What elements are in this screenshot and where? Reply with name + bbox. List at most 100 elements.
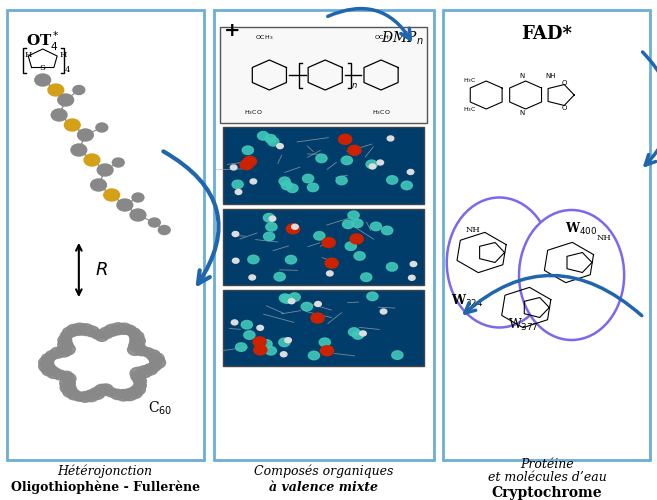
Circle shape bbox=[143, 364, 158, 375]
Circle shape bbox=[78, 392, 92, 402]
Circle shape bbox=[130, 209, 146, 221]
Circle shape bbox=[231, 165, 237, 170]
Circle shape bbox=[315, 302, 321, 306]
Circle shape bbox=[89, 388, 105, 400]
Text: Composés organiques: Composés organiques bbox=[254, 465, 394, 478]
Circle shape bbox=[60, 343, 75, 355]
Circle shape bbox=[71, 144, 87, 156]
Circle shape bbox=[319, 338, 330, 346]
Circle shape bbox=[233, 258, 239, 263]
Circle shape bbox=[258, 132, 269, 140]
Circle shape bbox=[73, 86, 85, 94]
Text: S: S bbox=[39, 64, 45, 72]
Circle shape bbox=[257, 326, 263, 330]
Text: NH: NH bbox=[545, 74, 556, 80]
Circle shape bbox=[105, 388, 118, 397]
Circle shape bbox=[122, 388, 137, 400]
Circle shape bbox=[254, 345, 267, 355]
Text: H$_3$C: H$_3$C bbox=[463, 105, 477, 114]
Bar bbox=[223, 208, 424, 284]
Circle shape bbox=[345, 242, 356, 250]
Bar bbox=[223, 290, 424, 366]
Text: Hétérojonction: Hétérojonction bbox=[58, 465, 152, 478]
Circle shape bbox=[85, 326, 99, 337]
Circle shape bbox=[240, 160, 253, 170]
Circle shape bbox=[279, 338, 290, 346]
Text: H$_3$C: H$_3$C bbox=[463, 76, 477, 86]
Circle shape bbox=[39, 360, 55, 372]
Bar bbox=[220, 28, 427, 122]
Circle shape bbox=[377, 160, 384, 165]
Text: NH: NH bbox=[597, 234, 612, 242]
Circle shape bbox=[248, 255, 259, 264]
Circle shape bbox=[338, 134, 351, 144]
Circle shape bbox=[401, 181, 413, 190]
Circle shape bbox=[67, 390, 81, 400]
Circle shape bbox=[62, 386, 78, 398]
FancyArrowPatch shape bbox=[328, 8, 411, 40]
Text: OCH$_3$: OCH$_3$ bbox=[374, 34, 392, 42]
Text: NH: NH bbox=[466, 226, 480, 234]
Circle shape bbox=[342, 220, 353, 228]
Circle shape bbox=[380, 309, 387, 314]
Text: Protéine: Protéine bbox=[520, 458, 574, 470]
Circle shape bbox=[51, 109, 67, 121]
Text: C$_{60}$: C$_{60}$ bbox=[148, 400, 172, 417]
Circle shape bbox=[242, 146, 254, 154]
Text: Cryptochrome: Cryptochrome bbox=[491, 486, 602, 500]
Circle shape bbox=[127, 328, 141, 338]
Circle shape bbox=[269, 216, 276, 221]
Text: $R$: $R$ bbox=[95, 261, 108, 279]
Bar bbox=[443, 10, 650, 460]
Circle shape bbox=[58, 339, 73, 350]
Circle shape bbox=[95, 332, 108, 342]
Circle shape bbox=[341, 156, 352, 164]
Circle shape bbox=[288, 298, 295, 304]
Circle shape bbox=[249, 275, 256, 280]
Text: DMP$_n$: DMP$_n$ bbox=[381, 30, 424, 48]
Text: H$_3$CO: H$_3$CO bbox=[372, 108, 390, 116]
Circle shape bbox=[129, 340, 145, 351]
Circle shape bbox=[66, 324, 81, 336]
Circle shape bbox=[112, 158, 124, 167]
Circle shape bbox=[41, 354, 55, 364]
Circle shape bbox=[83, 390, 99, 402]
Circle shape bbox=[232, 232, 238, 236]
Text: O: O bbox=[562, 105, 567, 111]
Circle shape bbox=[308, 351, 319, 360]
Circle shape bbox=[62, 373, 76, 384]
Bar bbox=[7, 10, 204, 460]
Circle shape bbox=[116, 390, 131, 401]
Circle shape bbox=[130, 368, 146, 379]
Circle shape bbox=[110, 323, 126, 334]
Circle shape bbox=[336, 176, 347, 184]
Circle shape bbox=[307, 183, 319, 192]
Text: FAD*: FAD* bbox=[522, 25, 572, 43]
Circle shape bbox=[97, 164, 113, 176]
Text: N: N bbox=[519, 110, 524, 116]
Text: H: H bbox=[60, 51, 67, 59]
Circle shape bbox=[124, 325, 136, 335]
Circle shape bbox=[314, 232, 325, 240]
Circle shape bbox=[58, 335, 72, 345]
Circle shape bbox=[58, 94, 74, 106]
Circle shape bbox=[367, 292, 378, 300]
Circle shape bbox=[302, 174, 313, 183]
Circle shape bbox=[133, 376, 147, 386]
Circle shape bbox=[321, 346, 334, 356]
Text: OT$_4^*$: OT$_4^*$ bbox=[26, 30, 60, 53]
Circle shape bbox=[281, 352, 287, 357]
Circle shape bbox=[386, 262, 397, 271]
Text: W$_{400}$: W$_{400}$ bbox=[565, 220, 597, 236]
Circle shape bbox=[135, 346, 148, 356]
Circle shape bbox=[39, 357, 53, 368]
Circle shape bbox=[352, 330, 363, 339]
Circle shape bbox=[261, 340, 272, 348]
Circle shape bbox=[266, 222, 277, 231]
Circle shape bbox=[73, 392, 85, 401]
Circle shape bbox=[158, 226, 170, 234]
Bar bbox=[214, 10, 434, 460]
Circle shape bbox=[147, 350, 160, 360]
Circle shape bbox=[35, 74, 51, 86]
Circle shape bbox=[127, 344, 143, 356]
